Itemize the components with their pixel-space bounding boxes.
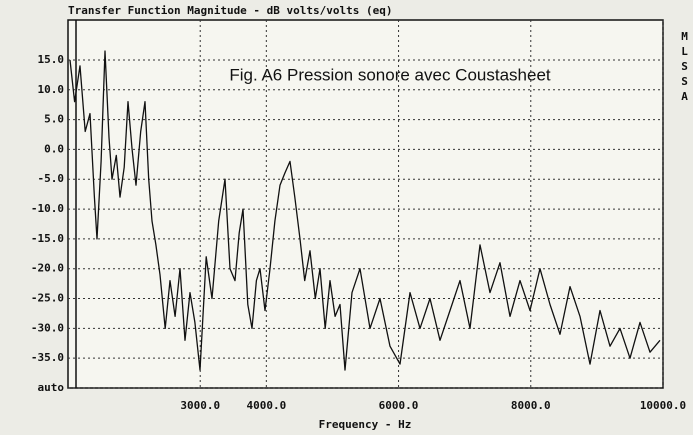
x-axis-label: Frequency - Hz (319, 418, 412, 431)
chart-title: Transfer Function Magnitude - dB volts/v… (68, 4, 393, 17)
data-line (69, 50, 661, 371)
y-tick-label: -10.0 (31, 202, 64, 215)
y-tick-label: -25.0 (31, 292, 64, 305)
y-tick-label: -5.0 (38, 172, 65, 185)
y-tick-label: -20.0 (31, 262, 64, 275)
y-tick-label: -30.0 (31, 321, 64, 334)
side-label: MLSSA (678, 30, 691, 105)
x-tick-label: 10000.0 (640, 399, 686, 412)
x-tick-label: 8000.0 (511, 399, 551, 412)
y-tick-label: 5.0 (44, 113, 64, 126)
y-tick-label: auto (38, 381, 65, 394)
plot-area (67, 19, 664, 389)
y-tick-label: 10.0 (38, 83, 65, 96)
y-tick-label: 0.0 (44, 142, 64, 155)
y-tick-label: -15.0 (31, 232, 64, 245)
annotation: Fig. A6 Pression sonore avec Coustasheet (229, 65, 551, 84)
x-tick-label: 4000.0 (246, 399, 286, 412)
y-tick-label: 15.0 (38, 53, 65, 66)
x-tick-label: 3000.0 (180, 399, 220, 412)
y-tick-label: -35.0 (31, 351, 64, 364)
x-tick-label: 6000.0 (379, 399, 419, 412)
